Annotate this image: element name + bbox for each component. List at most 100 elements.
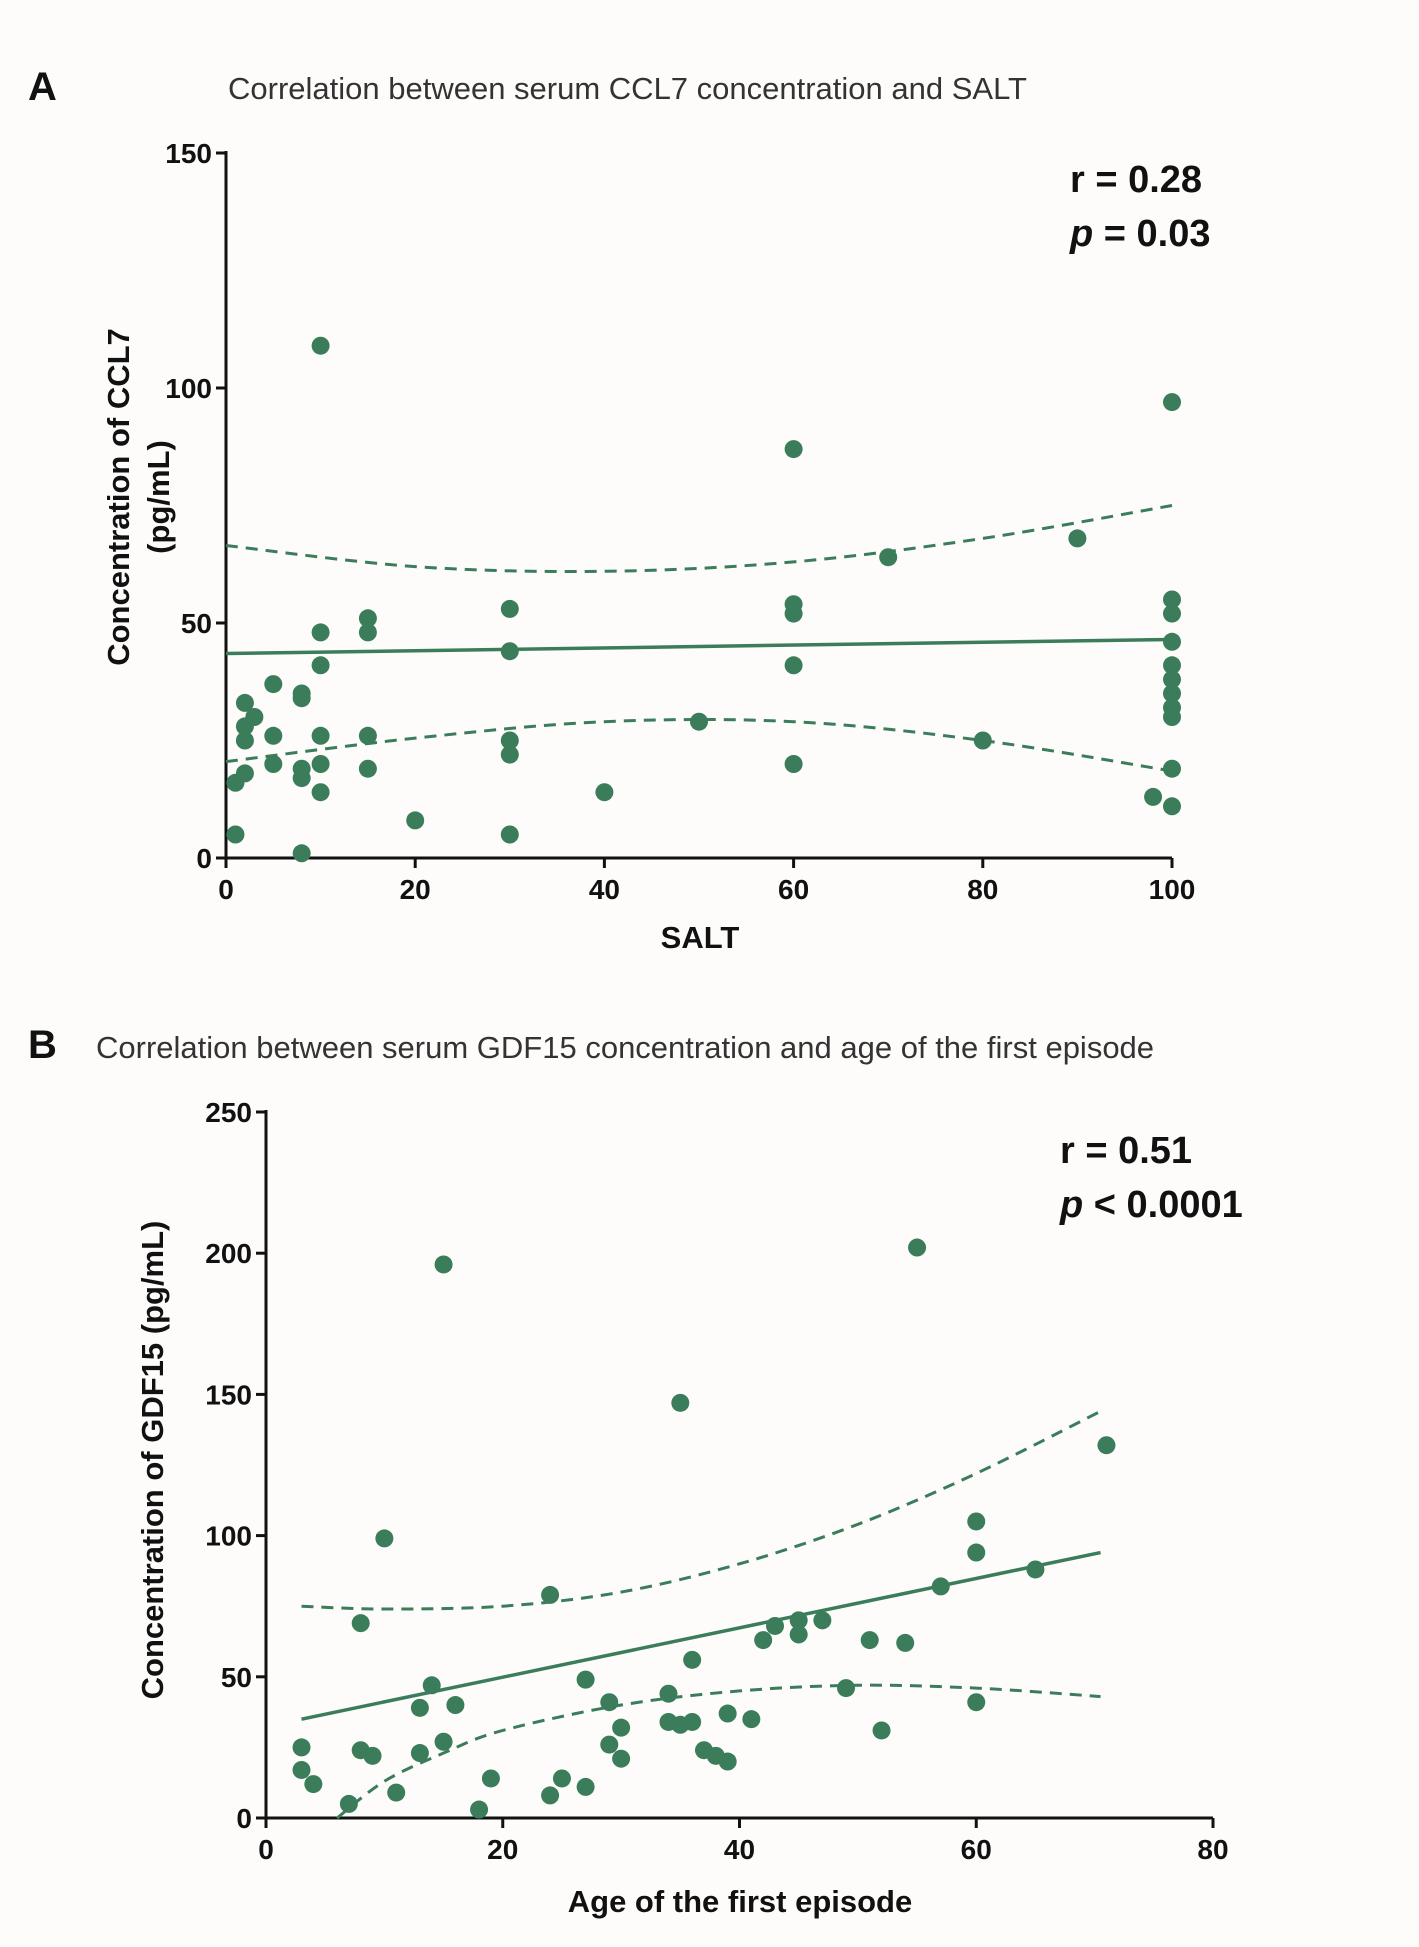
panel-a-data-point (500, 745, 519, 764)
panel-b-data-point (387, 1783, 406, 1802)
panel-b-data-point (896, 1633, 915, 1652)
panel-b-data-point (410, 1744, 429, 1763)
panel-b-data-point (470, 1800, 489, 1819)
panel-a-data-point (264, 675, 283, 694)
panel-b-y-tick-label: 250 (205, 1097, 252, 1128)
panel-b-ci-lower-line (336, 1683, 1101, 1820)
panel-b-data-point (718, 1752, 737, 1771)
panel-a-data-point (358, 609, 377, 628)
panel-a-x-tick-label: 100 (1149, 874, 1196, 905)
panel-a-y-tick-label: 150 (165, 138, 212, 169)
panel-a-plot: 0 20 40 60 80 100 0 50 100 150 (165, 138, 1195, 905)
panel-b-data-point (541, 1585, 560, 1604)
panel-b-y-tick-label: 50 (221, 1662, 252, 1693)
panel-b-data-point (967, 1693, 986, 1712)
panel-a-data-point (500, 731, 519, 750)
panel-a-data-point (235, 764, 254, 783)
panel-b-data-point (351, 1614, 370, 1633)
panel-a-data-point (235, 693, 254, 712)
panel-b-data-point (789, 1625, 808, 1644)
panel-a-y-axis-label-line1: Concentration of CCL7 (101, 328, 136, 666)
panel-a-data-point (500, 599, 519, 618)
panel-a-data-point (311, 726, 330, 745)
panel-a-data-point (1163, 670, 1181, 689)
panel-b-data-point (659, 1684, 678, 1703)
panel-a-data-point (1068, 529, 1087, 548)
panel-a-title: Correlation between serum CCL7 concentra… (228, 71, 1027, 106)
panel-b-letter: B (28, 1023, 57, 1067)
panel-b-data-point (837, 1679, 856, 1698)
panel-b-data-point (754, 1631, 773, 1650)
panel-a-data-point (500, 642, 519, 661)
panel-a-data-point (245, 708, 264, 726)
panel-a-data-point (311, 755, 330, 773)
panel-b-data-point (718, 1704, 737, 1723)
panel-b-data-point (481, 1769, 500, 1788)
panel-a-data-point (784, 656, 803, 675)
panel-a-y-tick-label: 100 (165, 373, 212, 404)
panel-a-data-point (358, 726, 377, 745)
panel-b: B Correlation between serum GDF15 concen… (28, 1023, 1243, 1919)
panel-b-data-point (742, 1710, 761, 1729)
panel-b-x-tick-label: 60 (961, 1834, 992, 1865)
panel-b-y-tick-label: 0 (236, 1803, 252, 1834)
panel-a-data-point (358, 759, 377, 778)
panel-a-data-point (311, 783, 330, 802)
panel-a-data-point (1144, 787, 1163, 806)
panel-a-data-point (311, 656, 330, 675)
panel-a-x-tick-label: 60 (778, 874, 809, 905)
panel-a-data-point (311, 623, 330, 642)
panel-a-x-tick-label: 0 (218, 874, 234, 905)
panel-b-data-point (931, 1577, 950, 1596)
panel-b-y-axis-label: Concentration of GDF15 (pg/mL) (135, 1221, 170, 1700)
panel-a-data-point (784, 755, 803, 773)
panel-a-data-point (1163, 590, 1181, 609)
panel-a-y-tick-label: 0 (196, 843, 212, 874)
panel-b-x-tick-label: 40 (724, 1834, 755, 1865)
panel-b-p-symbol: p (1059, 1184, 1083, 1226)
panel-b-data-point (600, 1735, 619, 1754)
panel-b-data-point (339, 1794, 358, 1813)
panel-a-data-point (500, 825, 519, 844)
panel-a-y-axis-label-line2: (pg/mL) (141, 440, 176, 554)
panel-a-p-symbol: p (1069, 213, 1093, 255)
panel-a-x-axis-label: SALT (661, 920, 740, 955)
panel-a-data-point (1163, 759, 1181, 778)
panel-b-y-tick-label: 200 (205, 1238, 252, 1269)
panel-a-x-tick-label: 40 (589, 874, 620, 905)
panel-b-data-point (872, 1721, 891, 1740)
panel-a-data-point (784, 440, 803, 459)
panel-b-data-point (292, 1760, 311, 1779)
panel-b-plot: 0 20 40 60 80 0 50 100 150 200 250 (205, 1097, 1228, 1865)
panel-b-data-point (612, 1749, 631, 1768)
panel-b-data-point (683, 1712, 702, 1731)
panel-b-x-tick-label: 20 (487, 1834, 518, 1865)
panel-b-data-point (789, 1611, 808, 1630)
panel-b-x-tick-label: 80 (1197, 1834, 1228, 1865)
panel-a-data-point (311, 336, 330, 355)
panel-b-x-tick-label: 0 (258, 1834, 274, 1865)
panel-a-data-point (358, 623, 377, 642)
panel-b-data-point (1026, 1560, 1045, 1579)
panel-b-data-point (576, 1670, 595, 1689)
panel-a-y-tick-label: 50 (181, 608, 212, 639)
panel-a-p-rest: = 0.03 (1093, 213, 1210, 255)
panel-b-data-point (766, 1616, 785, 1635)
panel-b-data-point (446, 1696, 465, 1715)
panel-a-r-value: r = 0.28 (1070, 159, 1202, 201)
panel-a-data-point (292, 689, 311, 708)
panel-b-data-point (422, 1676, 441, 1695)
panel-b-data-point (434, 1732, 453, 1751)
panel-b-y-tick-label: 100 (205, 1521, 252, 1552)
panel-a-data-point (879, 548, 898, 567)
panel-b-data-point (967, 1512, 986, 1531)
panel-a-data-point (292, 769, 311, 788)
panel-a-data-point (264, 755, 283, 773)
panel-b-data-point (292, 1738, 311, 1757)
panel-b-data-point (908, 1238, 927, 1257)
panel-b-data-point (967, 1543, 986, 1562)
panel-a-data-point (1163, 684, 1181, 703)
panel-a-p-value: p = 0.03 (1069, 213, 1210, 255)
